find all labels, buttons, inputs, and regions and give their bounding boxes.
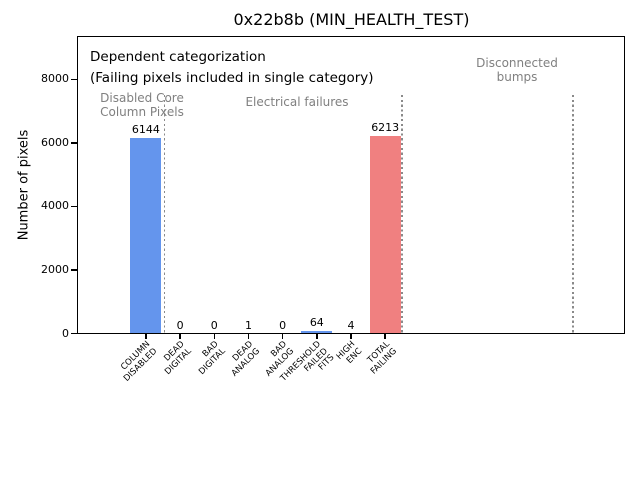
bar-threshold-failed-fits [301, 331, 333, 334]
bar-value-label-total-failing: 6213 [371, 121, 400, 135]
chart-title: 0x22b8b (MIN_HEALTH_TEST) [233, 10, 470, 29]
x-tick-label-bad-digital: BAD DIGITAL [196, 339, 228, 377]
category-separator-line [163, 95, 166, 334]
bar-value-label-dead-digital: 0 [176, 318, 184, 332]
y-tick-label: 0 [62, 326, 69, 340]
bar-value-label-bad-digital: 0 [210, 318, 218, 332]
bar-column-disabled [130, 138, 162, 334]
x-tick-mark [281, 334, 284, 339]
electrical-failures-region-label: Electrical failures [245, 95, 349, 109]
bar-value-label-column-disabled: 6144 [131, 123, 160, 137]
disconnected-bumps-region-label: Disconnected bumps [476, 56, 558, 84]
y-tick-label: 6000 [41, 135, 69, 149]
y-tick-mark [71, 205, 78, 208]
y-tick-label: 8000 [41, 72, 69, 86]
x-tick-label-dead-digital: DEAD DIGITAL [162, 339, 194, 377]
disabled-core-region-label: Disabled Core Column Pixels [100, 91, 184, 119]
plot-frame [77, 36, 625, 334]
bar-value-label-high-enc: 4 [347, 318, 355, 332]
dependent-categorization-note: Dependent categorization (Failing pixels … [90, 49, 374, 86]
category-separator-line [572, 95, 574, 334]
y-tick-label: 4000 [41, 199, 69, 213]
x-tick-label-column-disabled: COLUMN DISABLED [119, 339, 159, 384]
bar-value-label-threshold-failed-fits: 64 [309, 316, 324, 330]
y-tick-mark [71, 269, 78, 271]
x-tick-mark [213, 334, 215, 339]
x-tick-mark [247, 334, 250, 339]
x-tick-mark [145, 334, 147, 339]
bar-total-failing [369, 136, 401, 334]
x-tick-mark [350, 334, 352, 339]
x-tick-label-high-enc: HIGH ENC [334, 339, 365, 366]
y-tick-mark [71, 142, 78, 144]
y-tick-mark [71, 78, 78, 81]
category-separator-line [401, 95, 404, 334]
y-tick-mark [71, 332, 78, 335]
y-tick-label: 2000 [41, 262, 69, 276]
x-tick-mark [316, 334, 318, 339]
y-axis-title: Number of pixels [16, 129, 32, 241]
x-tick-mark [179, 334, 181, 339]
x-tick-label-dead-analog: DEAD ANALOG [229, 339, 262, 379]
x-tick-label-total-failing: TOTAL FAILING [365, 339, 399, 377]
x-tick-mark [384, 334, 386, 339]
bar-value-label-bad-analog: 0 [279, 318, 287, 332]
bar-value-label-dead-analog: 1 [244, 318, 252, 332]
